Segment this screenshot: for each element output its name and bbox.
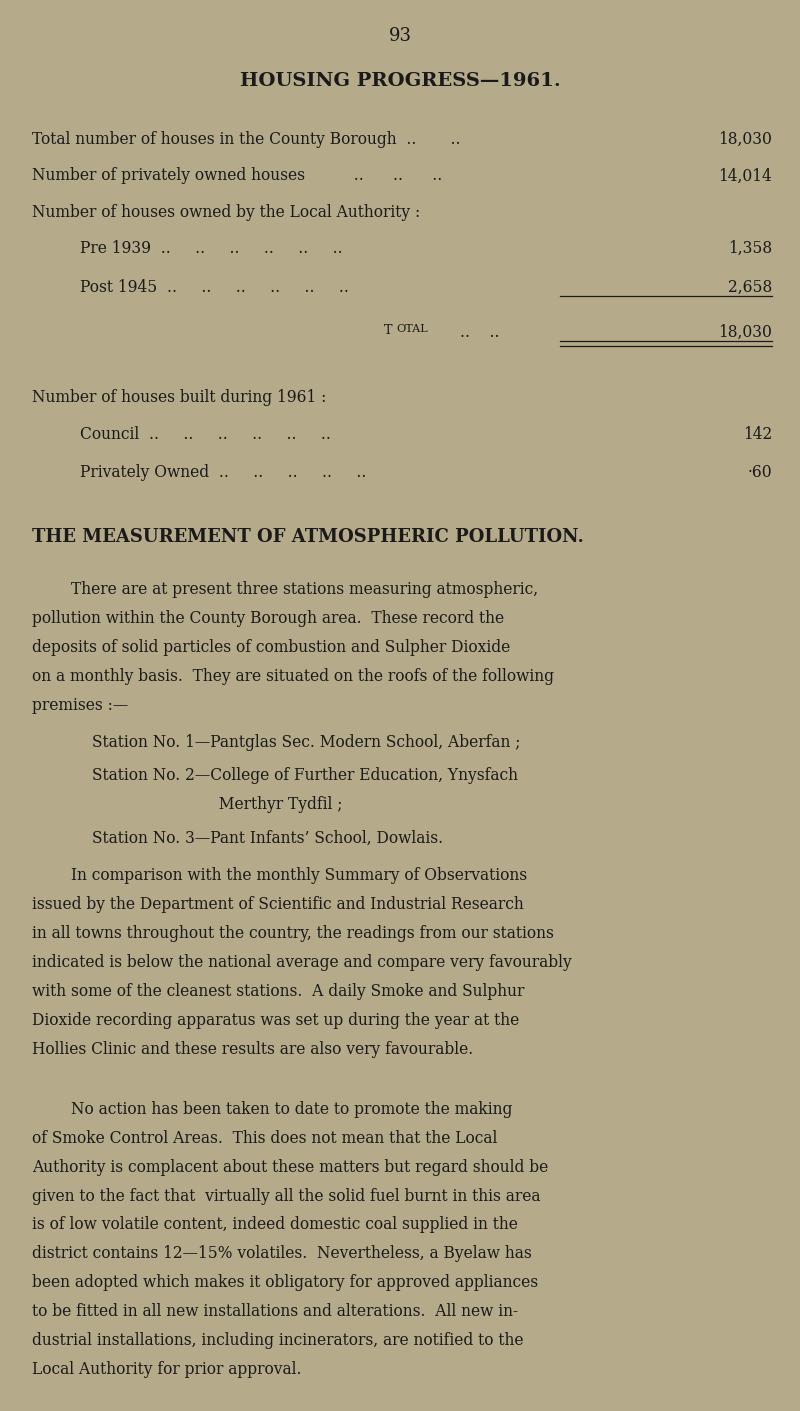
Text: been adopted which makes it obligatory for approved appliances: been adopted which makes it obligatory f… [32,1274,538,1291]
Text: Station No. 3—Pant Infants’ School, Dowlais.: Station No. 3—Pant Infants’ School, Dowl… [92,830,443,847]
Text: Post 1945  ..     ..     ..     ..     ..     ..: Post 1945 .. .. .. .. .. .. [80,279,349,296]
Text: 18,030: 18,030 [718,131,772,148]
Text: 142: 142 [742,426,772,443]
Text: Local Authority for prior approval.: Local Authority for prior approval. [32,1362,302,1379]
Text: pollution within the County Borough area.  These record the: pollution within the County Borough area… [32,610,504,626]
Text: Pre 1939  ..     ..     ..     ..     ..     ..: Pre 1939 .. .. .. .. .. .. [80,240,342,257]
Text: T: T [384,325,393,337]
Text: Number of houses built during 1961 :: Number of houses built during 1961 : [32,389,326,406]
Text: district contains 12—15% volatiles.  Nevertheless, a Byelaw has: district contains 12—15% volatiles. Neve… [32,1246,532,1263]
Text: No action has been taken to date to promote the making: No action has been taken to date to prom… [32,1101,512,1118]
Text: Privately Owned  ..     ..     ..     ..     ..: Privately Owned .. .. .. .. .. [80,464,366,481]
Text: Hollies Clinic and these results are also very favourable.: Hollies Clinic and these results are als… [32,1041,474,1058]
Text: dustrial installations, including incinerators, are notified to the: dustrial installations, including incine… [32,1332,523,1349]
Text: is of low volatile content, indeed domestic coal supplied in the: is of low volatile content, indeed domes… [32,1216,518,1233]
Text: ·60: ·60 [747,464,772,481]
Text: issued by the Department of Scientific and Industrial Research: issued by the Department of Scientific a… [32,896,524,913]
Text: of Smoke Control Areas.  This does not mean that the Local: of Smoke Control Areas. This does not me… [32,1130,498,1147]
Text: 14,014: 14,014 [718,168,772,185]
Text: 18,030: 18,030 [718,325,772,341]
Text: with some of the cleanest stations.  A daily Smoke and Sulphur: with some of the cleanest stations. A da… [32,983,524,1000]
Text: indicated is below the national average and compare very favourably: indicated is below the national average … [32,954,572,971]
Text: 1,358: 1,358 [728,240,772,257]
Text: Dioxide recording apparatus was set up during the year at the: Dioxide recording apparatus was set up d… [32,1012,519,1029]
Text: Council  ..     ..     ..     ..     ..     ..: Council .. .. .. .. .. .. [80,426,331,443]
Text: Merthyr Tydfil ;: Merthyr Tydfil ; [92,796,342,813]
Text: deposits of solid particles of combustion and Sulpher Dioxide: deposits of solid particles of combustio… [32,639,510,656]
Text: to be fitted in all new installations and alterations.  All new in-: to be fitted in all new installations an… [32,1304,518,1321]
Text: There are at present three stations measuring atmospheric,: There are at present three stations meas… [32,581,538,598]
Text: Station No. 1—Pantglas Sec. Modern School, Aberfan ;: Station No. 1—Pantglas Sec. Modern Schoo… [92,734,521,751]
Text: on a monthly basis.  They are situated on the roofs of the following: on a monthly basis. They are situated on… [32,667,554,684]
Text: Authority is complacent about these matters but regard should be: Authority is complacent about these matt… [32,1158,548,1175]
Text: Number of privately owned houses          ..      ..      ..: Number of privately owned houses .. .. .… [32,168,442,185]
Text: premises :—: premises :— [32,697,128,714]
Text: ..    ..: .. .. [460,325,499,341]
Text: Station No. 2—College of Further Education, Ynysfach: Station No. 2—College of Further Educati… [92,768,518,785]
Text: Number of houses owned by the Local Authority :: Number of houses owned by the Local Auth… [32,203,420,220]
Text: HOUSING PROGRESS—1961.: HOUSING PROGRESS—1961. [240,72,560,90]
Text: given to the fact that  virtually all the solid fuel burnt in this area: given to the fact that virtually all the… [32,1188,541,1205]
Text: in all towns throughout the country, the readings from our stations: in all towns throughout the country, the… [32,926,554,943]
Text: OTAL: OTAL [396,325,428,334]
Text: 2,658: 2,658 [728,279,772,296]
Text: THE MEASUREMENT OF ATMOSPHERIC POLLUTION.: THE MEASUREMENT OF ATMOSPHERIC POLLUTION… [32,528,584,546]
Text: Total number of houses in the County Borough  ..       ..: Total number of houses in the County Bor… [32,131,461,148]
Text: In comparison with the monthly Summary of Observations: In comparison with the monthly Summary o… [32,868,527,885]
Text: 93: 93 [389,27,411,45]
